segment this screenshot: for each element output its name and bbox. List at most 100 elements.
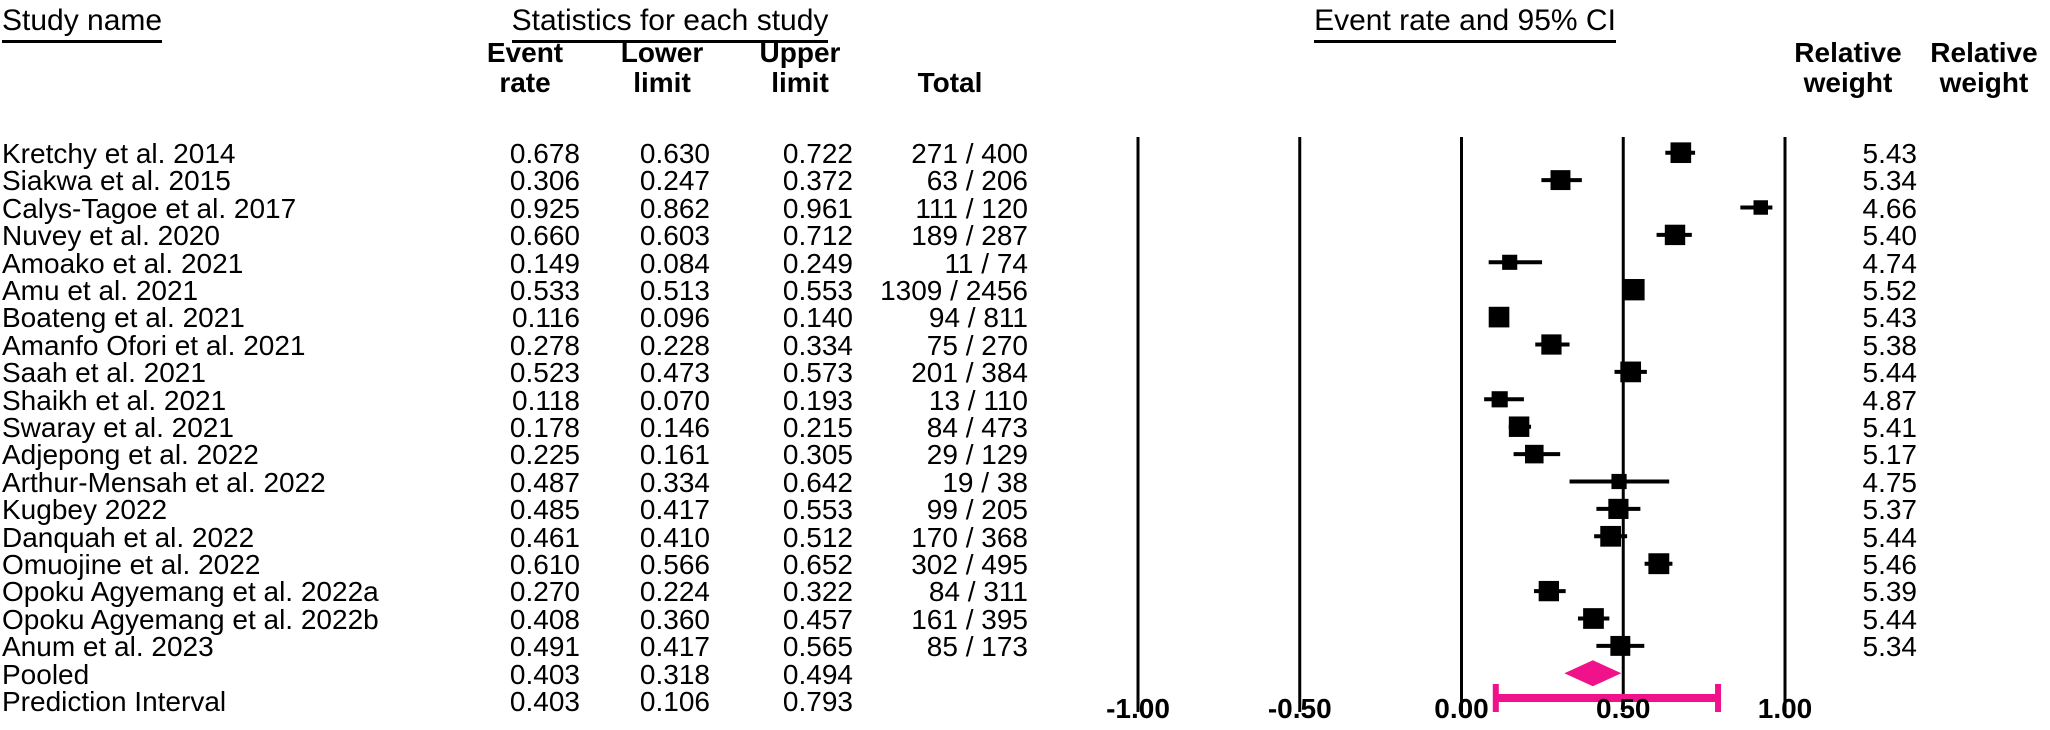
event-rate-cell: 0.485 [509, 494, 580, 526]
relative-weight-cell: 5.38 [1862, 329, 1918, 361]
event-rate-cell: 0.533 [509, 275, 580, 306]
table-row: Omuojine et al. 2022 0.610 0.566 0.652 302 /… [0, 551, 2050, 579]
study-name-cell: Prediction Interval [2, 686, 227, 717]
study-name-header: Study name [2, 4, 163, 43]
upper-limit-cell: 0.712 [782, 220, 853, 252]
lower-limit-cell: 0.360 [639, 603, 710, 635]
study-name-cell: Opoku Agyemang et al. 2022a [2, 576, 379, 608]
event-rate-cell: 0.491 [509, 631, 580, 663]
lower-limit-cell: 0.513 [639, 275, 710, 306]
upper-limit-cell: 0.961 [782, 192, 853, 224]
total-cell: 63 / 206 [926, 165, 1028, 197]
event-rate-cell: 0.178 [509, 412, 580, 443]
lower-limit-cell: 0.318 [639, 658, 710, 690]
relative-weight-column-header-2: Relative weight [1930, 37, 2038, 98]
table-row: Arthur-Mensah et al. 2022 0.487 0.334 0.642… [0, 466, 2050, 498]
study-name-cell: Danquah et al. 2022 [2, 521, 255, 553]
study-name-cell: Swaray et al. 2021 [2, 412, 234, 443]
event-rate-cell: 0.487 [509, 466, 580, 498]
relative-weight-cell: 5.40 [1862, 220, 1918, 252]
study-marker [1648, 553, 1670, 575]
study-name-cell: Amanfo Ofori et al. 2021 [2, 329, 306, 361]
upper-limit-cell: 0.334 [782, 329, 853, 361]
upper-limit-cell: 0.512 [782, 521, 853, 553]
upper-limit-cell: 0.652 [782, 549, 853, 580]
event-rate-cell: 0.118 [512, 384, 580, 416]
event-rate-cell: 0.461 [509, 521, 580, 553]
event-rate-cell: 0.523 [509, 357, 580, 389]
study-marker [1664, 224, 1686, 246]
study-marker [1508, 416, 1530, 437]
lower-limit-cell: 0.473 [639, 357, 710, 389]
prediction-interval-endcap [1715, 684, 1722, 712]
upper-limit-cell: 0.305 [782, 439, 853, 471]
upper-limit-cell: 0.372 [782, 165, 853, 197]
relative-weight-cell: 5.44 [1862, 603, 1918, 635]
total-cell: 201 / 384 [911, 357, 1028, 389]
lower-limit-cell: 0.247 [639, 165, 710, 197]
upper-limit-cell: 0.573 [782, 357, 853, 389]
study-marker [1623, 279, 1645, 301]
total-cell: 161 / 395 [911, 603, 1028, 635]
total-cell: 94 / 811 [928, 302, 1028, 334]
axis-tick-label: 0.00 [1434, 693, 1489, 724]
event-rate-column-header: Event rate [486, 37, 564, 98]
lower-limit-cell: 0.862 [639, 192, 710, 224]
relative-weight-cell: 4.74 [1862, 247, 1918, 279]
table-row: Amoako et al. 2021 0.149 0.084 0.249 11 / 74… [0, 247, 2050, 279]
upper-limit-cell: 0.494 [782, 658, 853, 690]
event-rate-cell: 0.225 [509, 439, 580, 471]
total-cell: 85 / 173 [926, 631, 1028, 663]
event-rate-cell: 0.149 [509, 247, 580, 279]
lower-limit-cell: 0.410 [639, 521, 710, 553]
lower-limit-cell: 0.228 [639, 329, 710, 361]
relative-weight-cell: 5.17 [1862, 439, 1918, 471]
upper-limit-cell: 0.793 [782, 686, 853, 717]
total-cell: 84 / 473 [926, 412, 1028, 443]
study-marker [1670, 142, 1692, 164]
relative-weight-cell: 5.44 [1862, 357, 1918, 389]
total-cell: 75 / 270 [926, 329, 1028, 361]
table-row: Pooled 0.403 0.318 0.494 [0, 658, 2050, 690]
table-row: Kugbey 2022 0.485 0.417 0.553 99 / 205 5.37 [0, 496, 2050, 524]
lower-limit-cell: 0.334 [639, 466, 710, 498]
study-marker [1611, 473, 1627, 490]
table-row: Amu et al. 2021 0.533 0.513 0.553 1309 / 245… [0, 277, 2050, 305]
total-cell: 170 / 368 [911, 521, 1028, 553]
event-rate-cell: 0.925 [509, 192, 580, 224]
event-rate-cell: 0.270 [509, 576, 580, 608]
study-marker [1600, 525, 1621, 547]
table-row: Shaikh et al. 2021 0.118 0.070 0.193 13 / 11… [0, 384, 2050, 416]
total-column-header: Total [917, 67, 983, 98]
study-name-cell: Calys-Tagoe et al. 2017 [2, 192, 297, 224]
lower-limit-cell: 0.106 [639, 686, 710, 717]
lower-limit-cell: 0.224 [639, 576, 710, 608]
total-cell: 11 / 74 [944, 247, 1028, 279]
upper-limit-cell: 0.565 [782, 631, 853, 663]
study-marker [1541, 334, 1562, 355]
total-cell: 189 / 287 [911, 220, 1028, 252]
study-name-cell: Siakwa et al. 2015 [2, 165, 231, 197]
relative-weight-cell: 4.66 [1862, 192, 1918, 224]
table-row: Nuvey et al. 2020 0.660 0.603 0.712 189 / 28… [0, 222, 2050, 250]
study-marker [1488, 306, 1510, 328]
table-row: Adjepong et al. 2022 0.225 0.161 0.305 29 / … [0, 441, 2050, 469]
study-name-cell: Omuojine et al. 2022 [2, 549, 261, 580]
upper-limit-cell: 0.215 [782, 412, 853, 443]
relative-weight-cell: 5.41 [1862, 412, 1918, 443]
prediction-interval-endcap [1492, 684, 1499, 712]
event-rate-cell: 0.660 [509, 220, 580, 252]
pooled-diamond-marker [1564, 660, 1622, 687]
upper-limit-cell: 0.553 [782, 494, 853, 526]
lower-limit-cell: 0.070 [639, 384, 710, 416]
study-name-cell: Anum et al. 2023 [2, 631, 214, 663]
lower-limit-cell: 0.417 [639, 631, 710, 663]
lower-limit-cell: 0.084 [639, 247, 710, 279]
study-marker [1491, 391, 1508, 408]
table-row: Opoku Agyemang et al. 2022a 0.270 0.224 0.3… [0, 578, 2050, 606]
study-marker [1620, 361, 1642, 383]
total-cell: 84 / 311 [928, 576, 1028, 608]
table-row: Boateng et al. 2021 0.116 0.096 0.140 94 / 8… [0, 304, 2050, 332]
relative-weight-cell: 5.37 [1862, 494, 1918, 526]
table-row: Prediction Interval 0.403 0.106 0.793 [0, 688, 2050, 716]
